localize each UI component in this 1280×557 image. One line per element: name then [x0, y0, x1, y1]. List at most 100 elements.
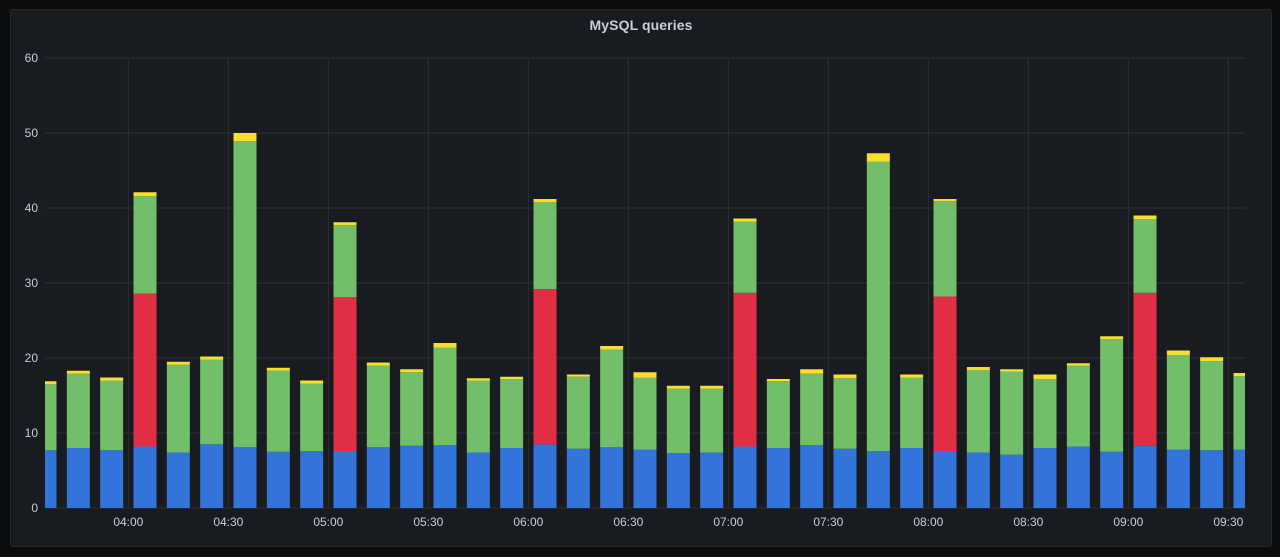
bar-segment-green [233, 141, 257, 448]
bar-segment-yellow [1233, 373, 1245, 376]
bar-segment-blue [45, 450, 57, 508]
bar-segment-blue [400, 445, 424, 508]
bar-segment-blue [633, 449, 657, 508]
bar-segment-green [666, 388, 690, 454]
bar-segment-green [866, 161, 890, 451]
bar-segment-red [333, 297, 357, 451]
x-tick-label: 05:00 [313, 515, 343, 529]
bar-segment-yellow [800, 369, 824, 374]
bar-segment-blue [233, 447, 257, 508]
bar-segment-yellow [366, 362, 390, 366]
bar-segment-blue [100, 450, 124, 508]
bar-segment-yellow [900, 374, 924, 378]
bar-segment-blue [1000, 454, 1024, 508]
bar-segment-blue [533, 444, 557, 508]
bar-segment-blue [200, 444, 224, 508]
bar-segment-yellow [233, 133, 257, 142]
bar-segment-yellow [533, 199, 557, 202]
bar-segment-red [933, 296, 957, 451]
bar-segment-yellow [933, 199, 957, 202]
x-tick-label: 05:30 [413, 515, 443, 529]
x-tick-label: 06:00 [513, 515, 543, 529]
x-tick-label: 09:00 [1113, 515, 1143, 529]
bar-segment-green [366, 365, 390, 448]
bar-segment-yellow [666, 385, 690, 389]
bar-segment-blue [300, 451, 324, 508]
bar-segment-yellow [66, 370, 90, 374]
y-tick-label: 50 [25, 126, 39, 140]
bar-segment-yellow [100, 377, 124, 381]
bar-segment-blue [1033, 448, 1057, 508]
bar-segment-yellow [400, 369, 424, 373]
bar-segment-green [600, 349, 624, 448]
bar-segment-green [1233, 376, 1245, 450]
bar-segment-green [766, 381, 790, 448]
stacked-bar-chart: 0 10 20 30 40 50 60 04:00 04:30 05:00 05:30 06:00 06… [25, 51, 1245, 529]
bar-segment-green [300, 383, 324, 451]
bar-segment-blue [433, 445, 457, 508]
y-tick-label: 40 [25, 201, 39, 215]
bar-segment-blue [1200, 450, 1224, 508]
bar-segment-green [733, 221, 757, 293]
bar-segment-yellow [1100, 336, 1124, 340]
bar-segment-green [45, 384, 57, 451]
bar-segment-blue [700, 452, 724, 508]
bar-segment-red [733, 292, 757, 447]
bar-segment-blue [666, 453, 690, 508]
bar-segment-blue [900, 448, 924, 508]
bar-segment-green [1200, 361, 1224, 451]
bar-segment-blue [933, 451, 957, 508]
bar-segment-blue [1066, 446, 1090, 508]
bar-segment-blue [600, 447, 624, 508]
bar-segment-yellow [200, 356, 224, 360]
bar-segment-yellow [766, 379, 790, 382]
bar-segment-red [1133, 292, 1157, 446]
bar-segment-green [933, 201, 957, 297]
bar-segment-green [500, 379, 524, 448]
bar-segment-blue [833, 448, 857, 508]
x-tick-label: 08:00 [913, 515, 943, 529]
bar-segment-yellow [1166, 350, 1190, 355]
bar-segment-green [1100, 339, 1124, 452]
bar-segment-yellow [866, 153, 890, 162]
bar-segment-green [333, 225, 357, 298]
bar-segment-blue [166, 452, 190, 508]
bar-segment-blue [366, 447, 390, 508]
x-tick-label: 04:30 [213, 515, 243, 529]
bar-segment-green [433, 347, 457, 445]
bar-segment-green [533, 202, 557, 289]
bar-segment-yellow [266, 367, 290, 371]
chart-panel: MySQL queries 0 10 20 30 40 50 60 04:00 04:30 05:… [10, 9, 1272, 547]
bar-segment-green [1000, 371, 1024, 455]
bar-segment-green [1133, 219, 1157, 293]
bar-segment-green [266, 370, 290, 452]
bar-segment-blue [800, 445, 824, 508]
bar-segment-green [133, 196, 157, 294]
bar-segment-yellow [600, 346, 624, 350]
bar-segment-yellow [1000, 369, 1024, 372]
bar-segment-yellow [700, 385, 724, 389]
bar-segment-yellow [1066, 363, 1090, 366]
bar-segment-yellow [466, 378, 490, 381]
bar-segment-yellow [433, 343, 457, 348]
y-tick-label: 10 [25, 426, 39, 440]
bar-segment-red [133, 293, 157, 447]
bar-segment-red [533, 289, 557, 445]
bar-segment-yellow [833, 374, 857, 379]
bar-segment-blue [333, 451, 357, 508]
bar-segment-green [400, 372, 424, 446]
bar-segment-blue [1233, 449, 1245, 508]
bar-segment-blue [1166, 449, 1190, 508]
bar-segment-green [966, 370, 990, 453]
bar-segment-yellow [333, 222, 357, 226]
bar-segment-green [66, 373, 90, 448]
bar-segment-blue [1133, 445, 1157, 508]
bar-segment-yellow [300, 380, 324, 384]
x-tick-label: 06:30 [613, 515, 643, 529]
x-tick-label: 07:00 [713, 515, 743, 529]
bar-segment-blue [500, 448, 524, 508]
bar-segment-blue [566, 448, 590, 508]
bar-segment-green [200, 359, 224, 445]
bar-segment-green [900, 377, 924, 448]
bar-segment-yellow [566, 374, 590, 377]
